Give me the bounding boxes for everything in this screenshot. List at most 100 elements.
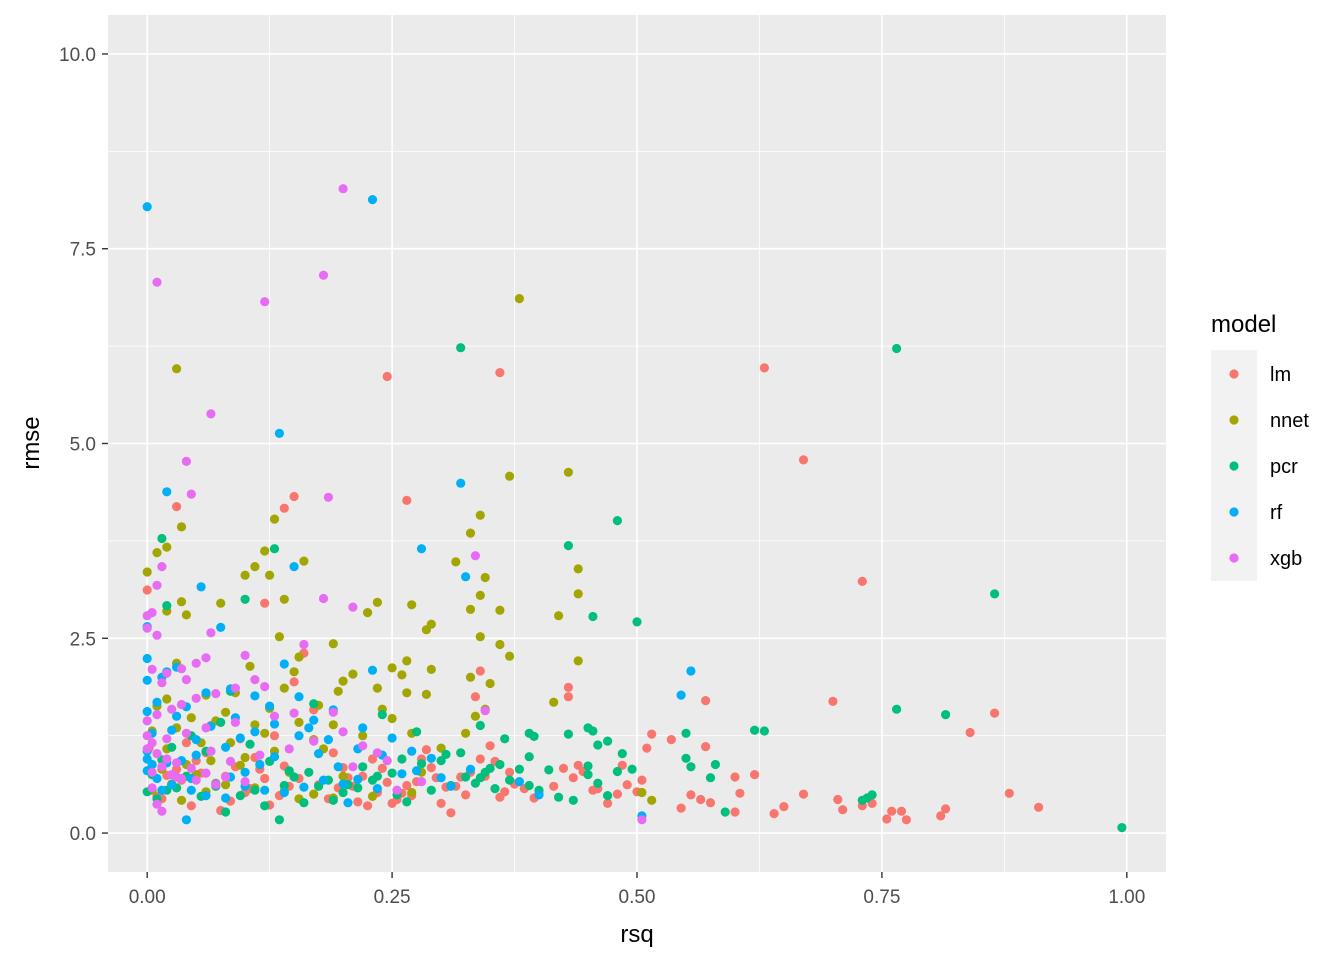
- data-point-xgb: [162, 734, 172, 744]
- data-point-xgb: [147, 767, 157, 777]
- data-point-xgb: [167, 704, 177, 714]
- data-point-pcr: [705, 773, 716, 783]
- data-point-xgb: [221, 772, 231, 782]
- data-point-rf: [142, 202, 152, 212]
- data-point-lm: [549, 781, 559, 791]
- data-point-rf: [426, 753, 436, 763]
- data-point-pcr: [857, 795, 867, 805]
- data-point-rf: [461, 572, 471, 582]
- data-point-rf: [412, 766, 422, 776]
- data-point-nnet: [461, 728, 471, 738]
- data-point-lm: [260, 598, 270, 608]
- series-xgb: [142, 184, 647, 825]
- data-point-xgb: [152, 799, 162, 809]
- data-point-lm: [279, 503, 289, 513]
- data-point-lm: [475, 754, 485, 764]
- data-point-rf: [367, 195, 378, 205]
- data-point-lm: [857, 576, 867, 587]
- data-point-nnet: [328, 639, 338, 649]
- data-point-pcr: [892, 704, 902, 714]
- data-point-lm: [402, 495, 412, 505]
- data-point-nnet: [240, 570, 250, 580]
- data-point-rf: [294, 692, 304, 702]
- data-point-pcr: [240, 594, 250, 604]
- data-point-pcr: [260, 801, 270, 811]
- data-point-lm: [769, 809, 779, 819]
- data-point-xgb: [142, 731, 152, 741]
- data-point-pcr: [632, 617, 642, 627]
- data-point-lm: [828, 696, 838, 707]
- data-point-lm: [382, 371, 392, 382]
- data-point-pcr: [544, 765, 554, 775]
- data-point-rf: [279, 787, 289, 798]
- data-point-pcr: [338, 787, 348, 798]
- data-point-xgb: [181, 456, 191, 466]
- data-point-nnet: [367, 791, 378, 802]
- data-point-lm: [701, 696, 711, 706]
- data-point-lm: [759, 363, 770, 373]
- data-point-xgb: [318, 593, 329, 604]
- data-point-xgb: [230, 717, 240, 728]
- data-point-rf: [333, 762, 343, 772]
- data-point-lm: [798, 455, 809, 465]
- data-point-lm: [563, 692, 574, 702]
- data-point-rf: [157, 785, 167, 795]
- data-point-lm: [461, 790, 471, 800]
- data-point-xgb: [176, 664, 187, 674]
- data-point-pcr: [720, 807, 730, 817]
- data-point-pcr: [475, 720, 485, 731]
- data-point-xgb: [240, 650, 250, 661]
- data-point-lm: [186, 801, 196, 811]
- data-point-rf: [235, 733, 245, 743]
- legend-items: lm nnet pcr rf xgb: [1211, 351, 1309, 581]
- data-point-nnet: [475, 590, 485, 601]
- data-point-nnet: [338, 771, 348, 781]
- data-point-rf: [142, 754, 152, 764]
- y-tick-label: 0.0: [70, 824, 96, 845]
- data-point-rf: [152, 697, 162, 707]
- data-point-pcr: [495, 759, 505, 770]
- data-point-pcr: [990, 589, 1000, 599]
- data-point-lm: [426, 763, 436, 773]
- data-point-rf: [201, 791, 211, 801]
- data-point-xgb: [206, 746, 216, 756]
- data-point-pcr: [416, 759, 427, 769]
- data-point-lm: [470, 692, 480, 702]
- data-point-rf: [456, 478, 466, 488]
- data-point-xgb: [186, 489, 196, 499]
- data-point-pcr: [245, 739, 255, 749]
- data-point-lm: [367, 754, 378, 764]
- data-point-rf: [152, 773, 162, 784]
- data-point-lm: [563, 682, 574, 693]
- data-point-lm: [642, 743, 652, 753]
- data-point-rf: [201, 688, 211, 698]
- data-point-nnet: [363, 608, 373, 618]
- data-point-rf: [318, 775, 329, 785]
- data-point-lm: [260, 773, 270, 784]
- data-point-xgb: [142, 744, 152, 754]
- data-point-xgb: [382, 756, 392, 766]
- data-point-pcr: [681, 753, 691, 763]
- data-point-xgb: [172, 758, 182, 768]
- data-point-pcr: [759, 726, 770, 736]
- data-point-lm: [1004, 788, 1014, 798]
- data-point-lm: [701, 742, 711, 752]
- data-point-lm: [269, 731, 280, 741]
- data-point-nnet: [465, 604, 476, 615]
- data-point-pcr: [681, 728, 691, 738]
- data-point-rf: [196, 582, 206, 592]
- data-point-pcr: [372, 771, 382, 781]
- data-point-xgb: [323, 492, 333, 502]
- x-axis-title: rsq: [620, 921, 653, 948]
- data-point-nnet: [495, 605, 505, 615]
- data-point-xgb: [372, 748, 382, 758]
- data-point-rf: [304, 723, 314, 733]
- data-point-rf: [465, 764, 476, 774]
- data-point-rf: [142, 653, 152, 664]
- data-point-nnet: [372, 597, 382, 608]
- data-point-pcr: [289, 772, 299, 782]
- data-point-nnet: [176, 522, 187, 532]
- data-point-nnet: [328, 720, 338, 730]
- data-point-pcr: [480, 767, 490, 777]
- data-point-pcr: [563, 541, 574, 551]
